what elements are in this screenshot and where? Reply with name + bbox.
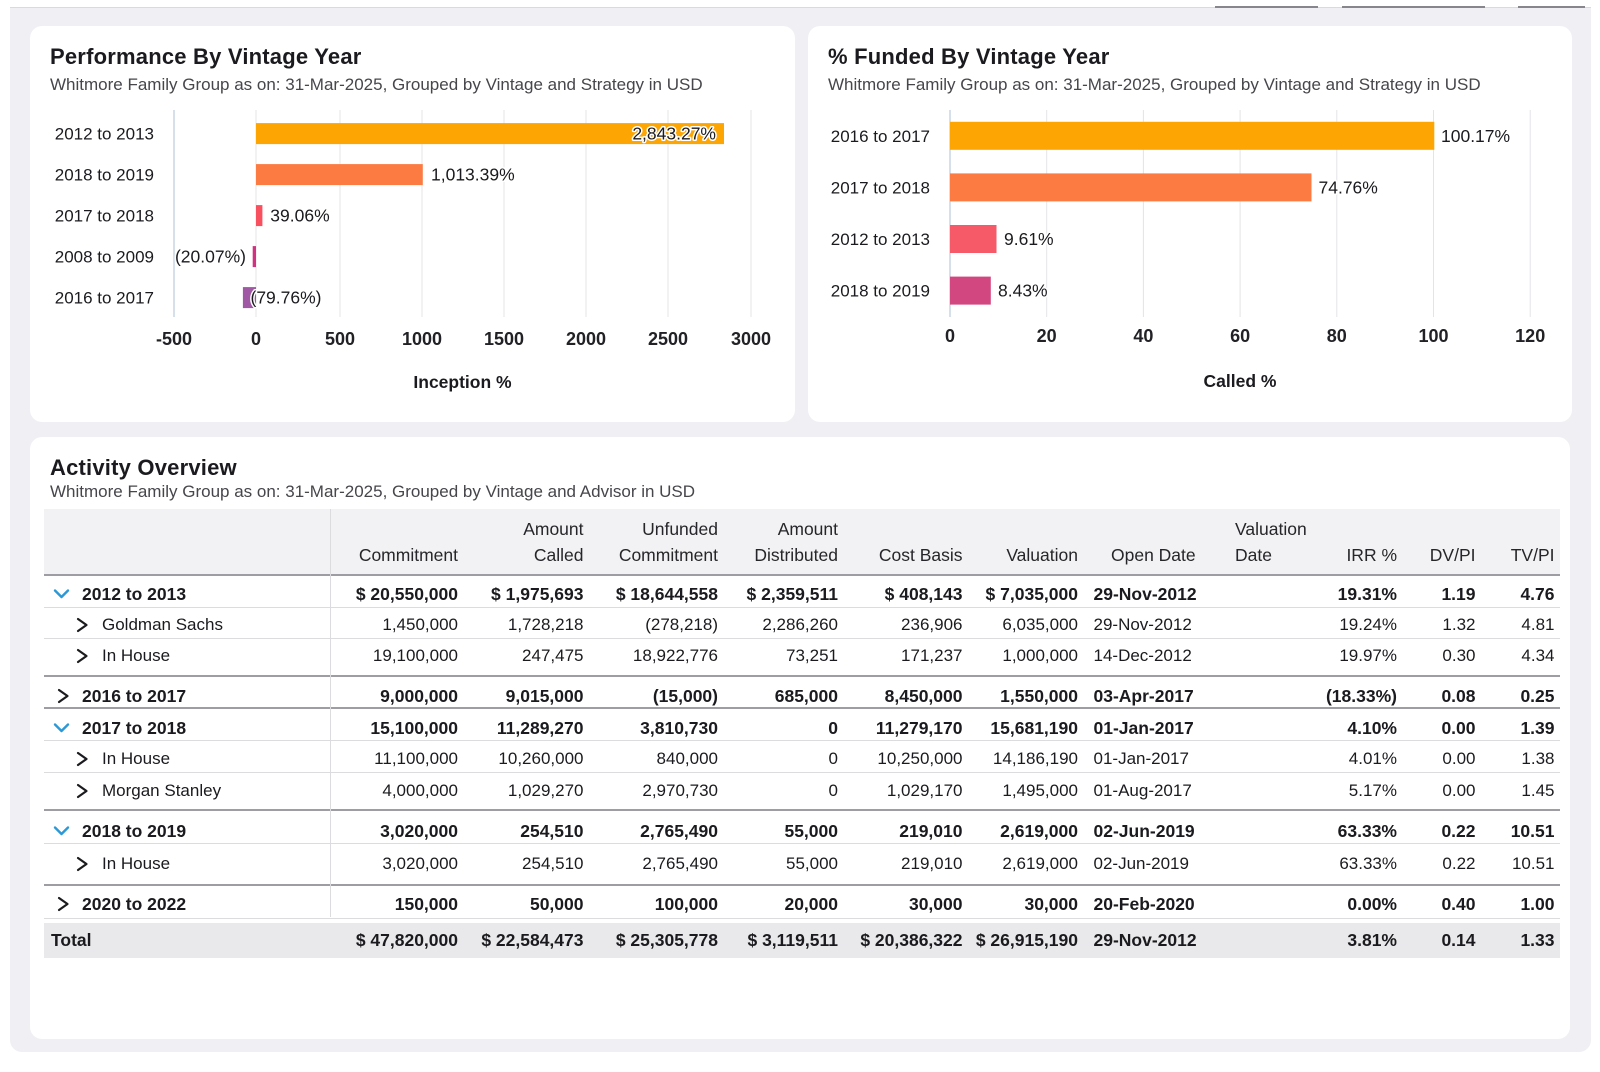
svg-text:100: 100 (1418, 326, 1448, 346)
svg-text:0: 0 (945, 326, 955, 346)
svg-text:100.17%: 100.17% (1441, 126, 1510, 146)
svg-text:74.76%: 74.76% (1319, 177, 1378, 197)
svg-text:2017 to 2018: 2017 to 2018 (831, 178, 930, 197)
svg-text:2500: 2500 (648, 329, 688, 349)
svg-text:60: 60 (1230, 326, 1250, 346)
svg-text:0: 0 (251, 329, 261, 349)
svg-text:80: 80 (1327, 326, 1347, 346)
svg-text:Inception %: Inception % (413, 372, 512, 392)
svg-text:3000: 3000 (731, 329, 771, 349)
svg-text:(79.76%): (79.76%) (251, 288, 322, 308)
svg-text:1,013.39%: 1,013.39% (431, 165, 515, 185)
svg-text:8.43%: 8.43% (998, 281, 1048, 301)
svg-text:120: 120 (1515, 326, 1545, 346)
svg-text:2012 to 2013: 2012 to 2013 (831, 230, 930, 249)
svg-text:39.06%: 39.06% (270, 206, 329, 226)
svg-text:1000: 1000 (402, 329, 442, 349)
svg-text:500: 500 (325, 329, 355, 349)
svg-text:20: 20 (1037, 326, 1057, 346)
svg-text:2017 to 2018: 2017 to 2018 (55, 207, 154, 226)
svg-text:2018 to 2019: 2018 to 2019 (55, 166, 154, 185)
svg-text:2016 to 2017: 2016 to 2017 (55, 289, 154, 308)
svg-text:-500: -500 (156, 329, 192, 349)
svg-text:2016 to 2017: 2016 to 2017 (831, 127, 930, 146)
svg-text:2012 to 2013: 2012 to 2013 (55, 125, 154, 144)
svg-text:9.61%: 9.61% (1004, 229, 1054, 249)
svg-text:2008 to 2009: 2008 to 2009 (55, 248, 154, 267)
svg-text:2000: 2000 (566, 329, 606, 349)
svg-text:Called %: Called % (1204, 371, 1277, 391)
svg-text:2,843.27%: 2,843.27% (632, 124, 716, 144)
svg-text:1500: 1500 (484, 329, 524, 349)
svg-text:(20.07%): (20.07%) (175, 247, 246, 267)
svg-text:40: 40 (1133, 326, 1153, 346)
svg-text:2018 to 2019: 2018 to 2019 (831, 282, 930, 301)
